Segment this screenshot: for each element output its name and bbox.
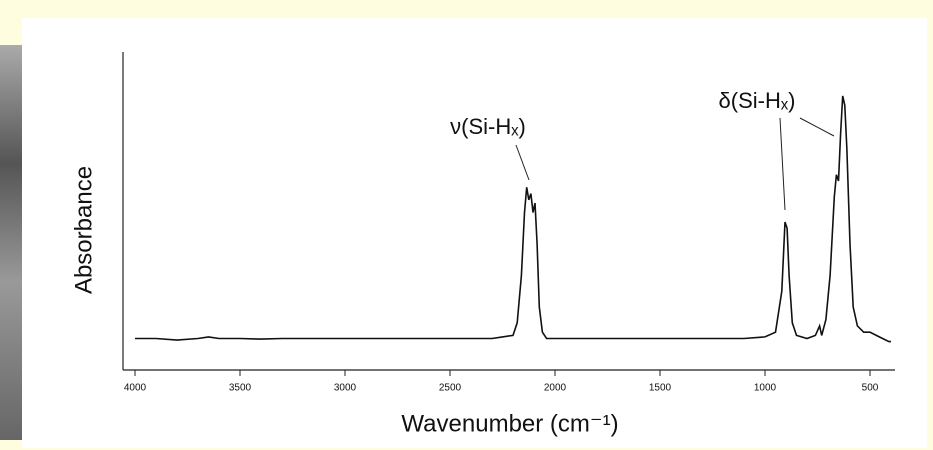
annotation-arrow [779, 117, 786, 211]
annotation: ν(Si-Hₓ) [450, 114, 526, 139]
x-tick-label: 2500 [439, 383, 462, 394]
y-axis-label: Absorbance [70, 166, 97, 294]
x-tick-label: 1500 [649, 383, 672, 394]
figure-panel [22, 18, 927, 448]
x-tick-label: 3500 [229, 383, 252, 394]
annotation-arrow [799, 117, 835, 137]
x-tick-label: 500 [862, 383, 879, 394]
spectrum-line [135, 95, 891, 343]
annotation-arrow [515, 144, 530, 181]
x-tick-label: 3000 [334, 383, 357, 394]
annotation: δ(Si-Hₓ) [719, 88, 796, 113]
x-tick-label: 2000 [544, 383, 567, 394]
x-tick-label: 1000 [754, 383, 777, 394]
x-tick-label: 4000 [124, 383, 147, 394]
x-axis-label: Wavenumber (cm⁻¹) [401, 410, 618, 437]
